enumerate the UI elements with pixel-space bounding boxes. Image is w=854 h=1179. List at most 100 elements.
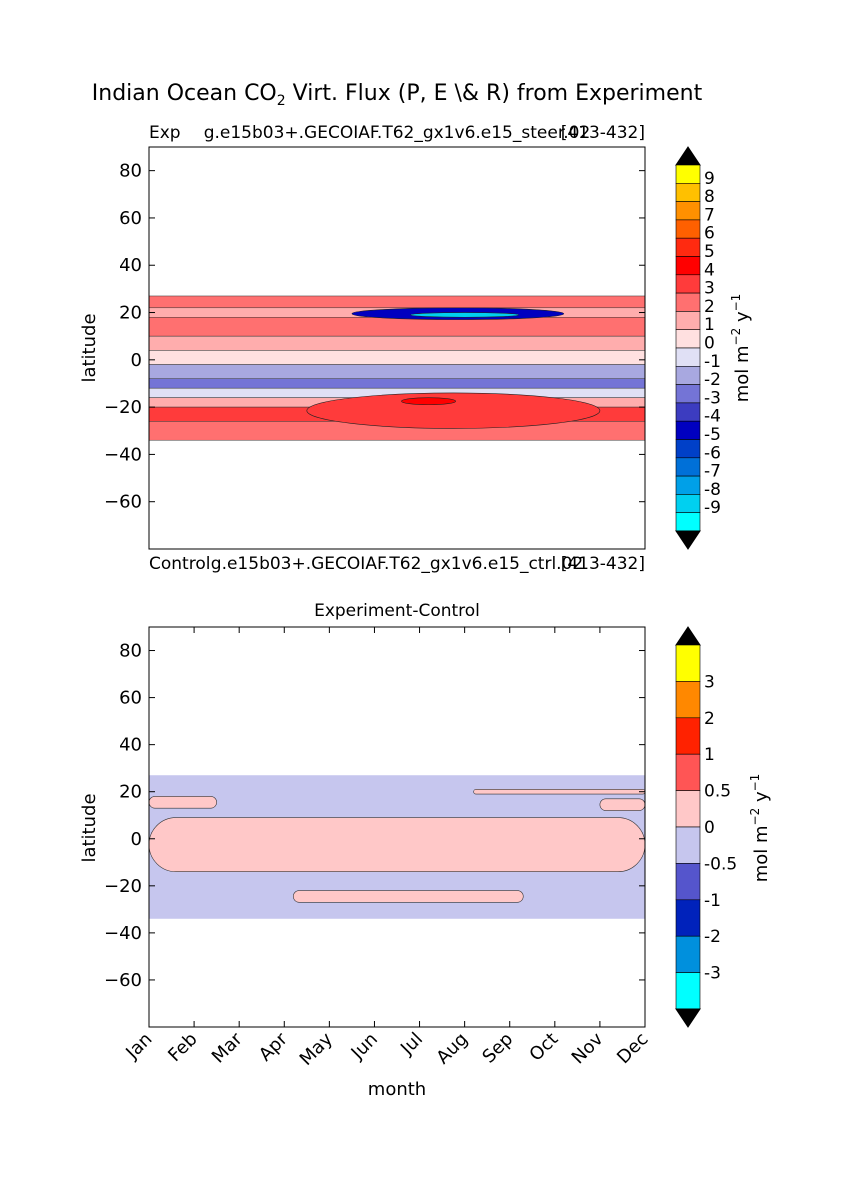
difference-contour-field bbox=[149, 775, 645, 919]
bottom-ylabel: latitude bbox=[79, 793, 100, 862]
colorbar-tick-label: -2 bbox=[704, 370, 721, 390]
colorbar-tick-label: -6 bbox=[704, 443, 721, 463]
colorbar-tick-label: 3 bbox=[704, 672, 715, 692]
ytick-label: 80 bbox=[119, 641, 142, 662]
colorbar-tick-label: 1 bbox=[704, 745, 715, 765]
difference-panel: Control g.e15b03+.GECOIAF.T62_gx1v6.e15_… bbox=[79, 554, 772, 1100]
ytick-label: −40 bbox=[104, 923, 142, 944]
ytick-label: −20 bbox=[104, 876, 142, 897]
top-colorbar-label: mol m−2 y−1 bbox=[729, 294, 753, 403]
xtick-label: Aug bbox=[432, 1029, 472, 1069]
top-title-left: Exp bbox=[149, 123, 181, 143]
xtick-label: Mar bbox=[208, 1028, 247, 1067]
difference-central-positive bbox=[149, 817, 645, 872]
colorbar-tick-label: 0 bbox=[704, 334, 715, 354]
colorbar-swatch bbox=[675, 475, 701, 495]
colorbar-swatch bbox=[675, 311, 701, 330]
colorbar-swatch bbox=[675, 863, 701, 901]
xtick-label: Jul bbox=[396, 1029, 427, 1060]
colorbar-tick-label: 7 bbox=[704, 205, 715, 225]
colorbar-extend-min bbox=[675, 1008, 701, 1028]
colorbar-tick-label: -1 bbox=[704, 891, 721, 911]
ytick-label: 80 bbox=[119, 161, 142, 182]
ytick-label: 40 bbox=[119, 255, 142, 276]
difference-aug-south-lobe bbox=[292, 890, 524, 903]
colorbar-tick-label: -4 bbox=[704, 407, 721, 427]
experiment-panel: Exp g.e15b03+.GECOIAF.T62_gx1v6.e15_stee… bbox=[79, 123, 753, 550]
colorbar-tick-label: 2 bbox=[704, 709, 715, 729]
colorbar-tick-label: -8 bbox=[704, 480, 721, 500]
ytick-label: 40 bbox=[119, 735, 142, 756]
colorbar-swatch bbox=[675, 420, 701, 440]
ytick-label: 20 bbox=[119, 303, 142, 324]
difference-subtitle: Experiment-Control bbox=[314, 601, 480, 621]
contour-band bbox=[149, 295, 645, 309]
xtick-label: Dec bbox=[613, 1029, 652, 1068]
colorbar-tick-label: -5 bbox=[704, 425, 721, 445]
colorbar-swatch bbox=[675, 329, 701, 349]
colorbar-swatch bbox=[675, 826, 701, 864]
ytick-label: −60 bbox=[104, 970, 142, 991]
colorbar-swatch bbox=[675, 439, 701, 459]
bottom-colorbar-label: mol m−2 y−1 bbox=[748, 774, 772, 883]
colorbar-swatch bbox=[675, 681, 701, 719]
colorbar-tick-label: -3 bbox=[704, 964, 721, 984]
top-ylabel: latitude bbox=[79, 313, 100, 382]
ytick-label: 60 bbox=[119, 208, 142, 229]
colorbar-swatch bbox=[675, 365, 701, 385]
colorbar-swatch bbox=[675, 753, 701, 791]
top-y-axis: 80 60 40 20 0 −20 −40 −60 bbox=[104, 161, 645, 513]
colorbar-swatch bbox=[675, 164, 701, 184]
contour-northern-min-core bbox=[410, 312, 520, 318]
bottom-xlabel: month bbox=[368, 1079, 426, 1100]
colorbar-swatch bbox=[675, 256, 701, 276]
colorbar-swatch bbox=[675, 935, 701, 973]
top-axes-frame bbox=[148, 146, 646, 550]
colorbar-swatch bbox=[675, 644, 701, 682]
colorbar-tick-label: 0 bbox=[704, 818, 715, 838]
colorbar-tick-label: -1 bbox=[704, 352, 721, 372]
colorbar-swatch bbox=[675, 717, 701, 755]
colorbar-tick-label: 0.5 bbox=[704, 782, 731, 802]
ytick-label: 60 bbox=[119, 688, 142, 709]
colorbar-tick-label: 6 bbox=[704, 224, 715, 244]
colorbar-extend-max bbox=[675, 626, 701, 646]
bottom-colorbar: 3 2 1 0.5 0 -0.5 -1 -2 -3 bbox=[675, 626, 737, 1028]
xtick-label: May bbox=[296, 1028, 337, 1069]
difference-jan-tongue-north bbox=[149, 796, 217, 809]
colorbar-tick-label: -2 bbox=[704, 927, 721, 947]
ytick-label: −60 bbox=[104, 492, 142, 513]
colorbar-extend-max bbox=[675, 146, 701, 166]
colorbar-swatch bbox=[675, 292, 701, 312]
xtick-label: Oct bbox=[525, 1029, 562, 1066]
colorbar-swatch bbox=[675, 457, 701, 477]
colorbar-swatch bbox=[675, 274, 701, 294]
bottom-axes-frame bbox=[148, 626, 646, 1028]
difference-nov-tongue bbox=[599, 798, 645, 811]
colorbar-tick-label: -9 bbox=[704, 498, 721, 518]
xtick-label: Nov bbox=[568, 1028, 608, 1068]
colorbar-swatch bbox=[675, 219, 701, 239]
colorbar-tick-label: 1 bbox=[704, 315, 715, 335]
title-part-2: Virt. Flux (P, E \& R) from Experiment bbox=[286, 81, 703, 106]
colorbar-tick-label: 9 bbox=[704, 169, 715, 189]
ytick-label: −20 bbox=[104, 397, 142, 418]
colorbar-swatch bbox=[675, 899, 701, 937]
colorbar-tick-label: -0.5 bbox=[704, 854, 737, 874]
contour-band bbox=[149, 364, 645, 379]
xtick-label: Jan bbox=[121, 1029, 156, 1064]
difference-sep-sliver bbox=[473, 789, 645, 795]
experiment-contour-field bbox=[149, 295, 645, 441]
ytick-label: 20 bbox=[119, 782, 142, 803]
colorbar-extend-min bbox=[675, 530, 701, 550]
colorbar-tick-label: 5 bbox=[704, 242, 715, 262]
ytick-label: −40 bbox=[104, 444, 142, 465]
control-title-right: [413-432] bbox=[561, 554, 645, 574]
xtick-label: Sep bbox=[478, 1029, 517, 1068]
xtick-label: Apr bbox=[255, 1028, 292, 1065]
contour-band bbox=[149, 317, 645, 337]
colorbar-tick-label: 4 bbox=[704, 260, 715, 280]
colorbar-tick-label: -3 bbox=[704, 388, 721, 408]
colorbar-swatch bbox=[675, 512, 701, 532]
